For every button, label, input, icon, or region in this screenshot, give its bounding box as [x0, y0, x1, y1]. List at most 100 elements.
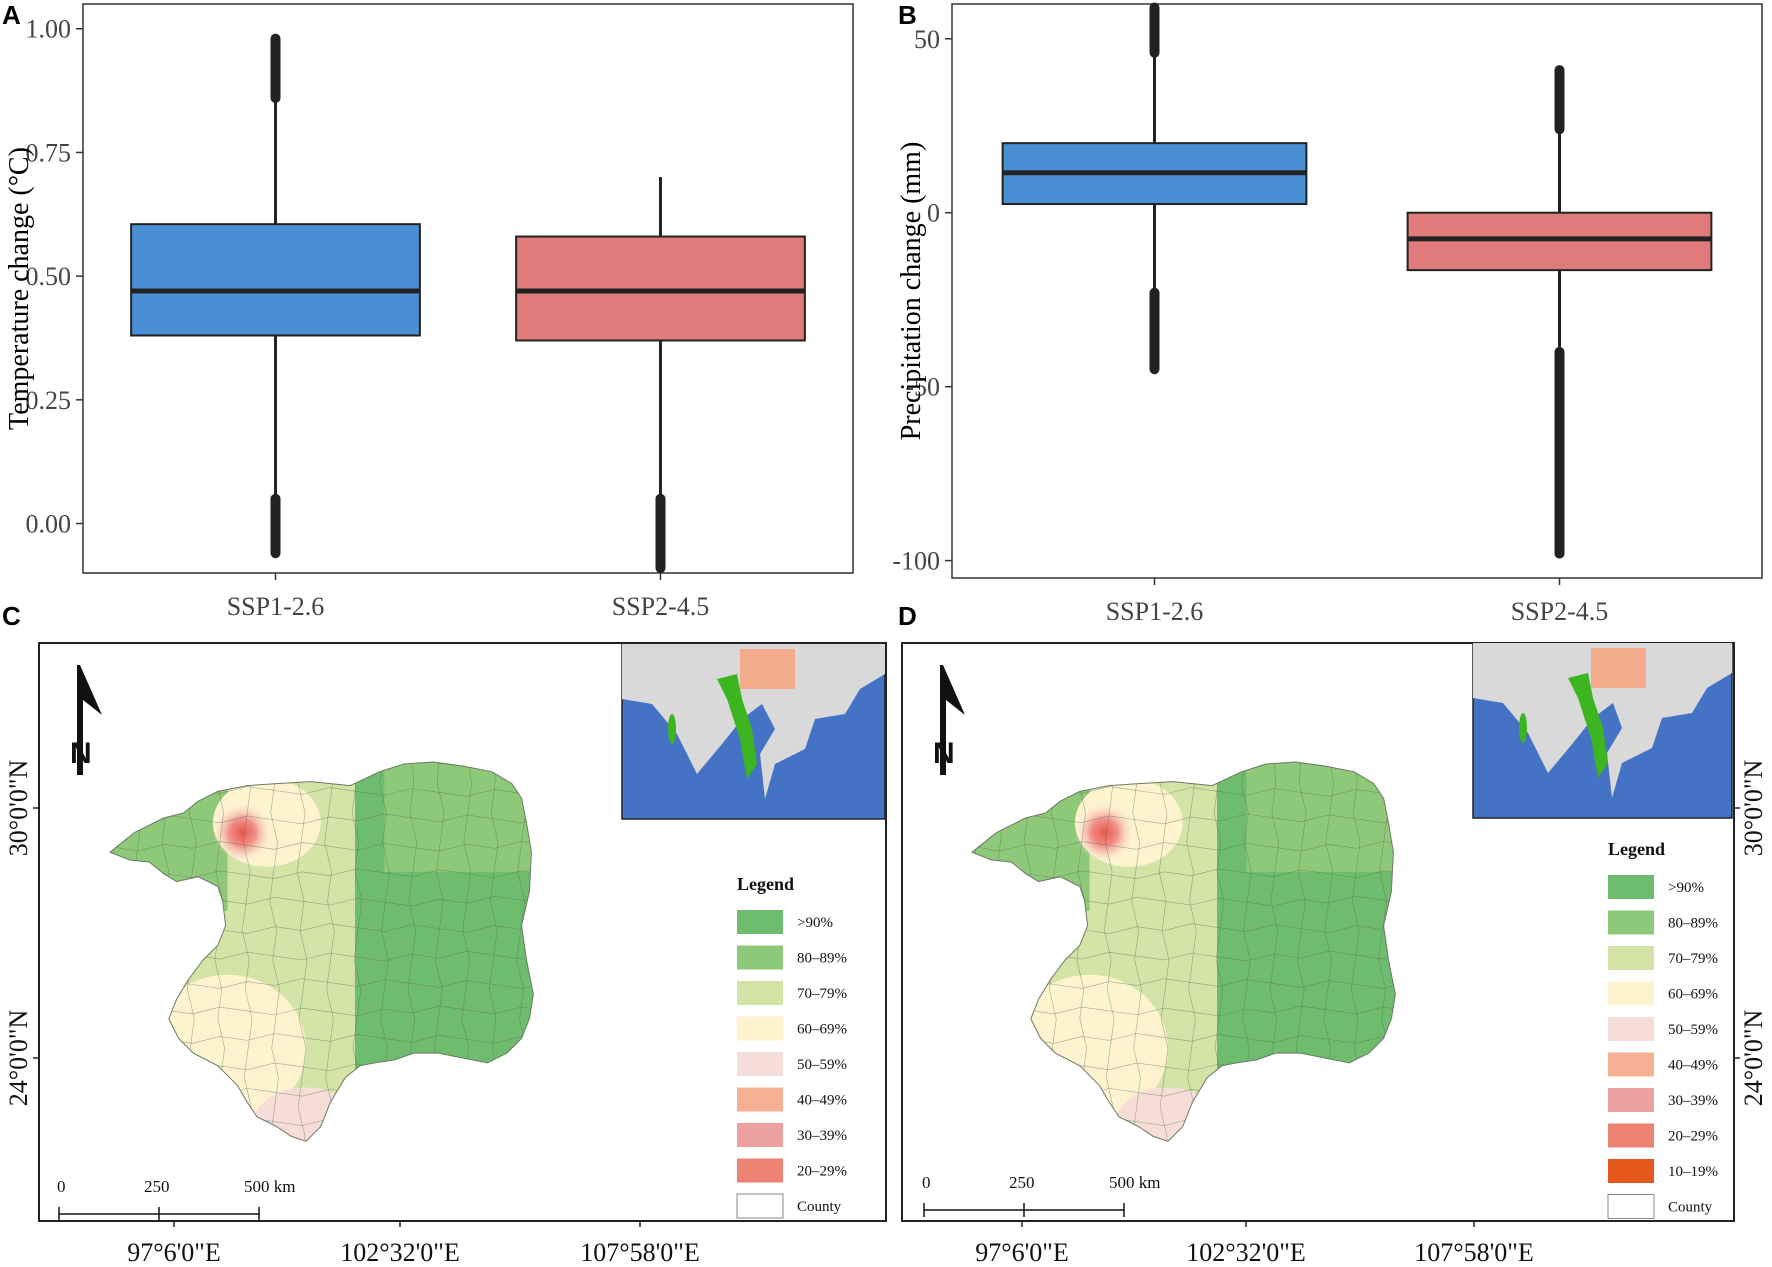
inset-study-area [1591, 648, 1646, 688]
scale-label-0: 0 [922, 1173, 931, 1192]
y-tick-label: 0.25 [26, 386, 72, 415]
legend-title: Legend [1608, 839, 1665, 859]
region-outline [971, 761, 1396, 1142]
map-legend: Legend >90% 80–89% 70–79% 60–69% 50–59% 40–49%… [736, 874, 847, 1219]
county-line [1103, 762, 1115, 1142]
county-line [1158, 762, 1170, 1142]
x-tick-label: SSP1-2.6 [227, 592, 325, 621]
county-line [972, 813, 1396, 825]
y-tick-label: 0.50 [26, 262, 72, 291]
inset-range-green [717, 674, 757, 779]
north-letter: N [70, 737, 92, 770]
plot-frame [951, 3, 1763, 579]
county-line [972, 1033, 1396, 1044]
legend-label: County [797, 1199, 842, 1215]
legend-label: 80–89% [1668, 916, 1718, 932]
legend-label: 40–49% [797, 1093, 847, 1109]
x-coord-label: 97°6'0"E [975, 1238, 1069, 1267]
scale-bar: 0 250 500 km [57, 1177, 295, 1221]
legend-swatch [737, 1158, 783, 1183]
legend-label: 50–59% [797, 1057, 847, 1073]
legend-label: 60–69% [797, 1022, 847, 1038]
scale-label-250: 250 [1009, 1173, 1035, 1192]
legend-swatch [1608, 1052, 1654, 1077]
legend-label: 80–89% [797, 951, 847, 967]
y-tick-label: 1.00 [26, 15, 72, 44]
county-line [110, 1033, 534, 1044]
y-coord-label: 30°0'0"N [1739, 760, 1768, 857]
north-arrow-icon: N [70, 665, 102, 775]
county-line [296, 762, 308, 1142]
panel-label-b: B [898, 0, 917, 30]
legend-swatch [737, 945, 783, 970]
county-line [110, 868, 534, 879]
x-tick-label: SSP1-2.6 [1106, 597, 1204, 626]
county-line [269, 762, 280, 1142]
y-coord-label: 24°0'0"N [4, 1010, 33, 1107]
legend-swatch [737, 1016, 783, 1041]
y-tick-label: 0 [927, 199, 940, 228]
scale-label-250: 250 [144, 1177, 170, 1196]
legend-swatch [1608, 875, 1654, 899]
inset-map [621, 643, 886, 820]
county-line [324, 762, 335, 1142]
legend-label: 20–29% [1668, 1129, 1718, 1145]
x-coord-label: 102°32'0"E [1186, 1238, 1306, 1267]
scale-label-0: 0 [57, 1177, 66, 1196]
panel-label-a: A [2, 0, 21, 30]
county-line [972, 1005, 1396, 1017]
county-line [972, 868, 1396, 879]
legend-swatch [737, 981, 783, 1005]
plot-frame [82, 3, 854, 574]
y-coord-label: 24°0'0"N [1739, 1010, 1768, 1107]
inset-range-green-west [668, 714, 676, 744]
y-axis-title: Temperature change (°C) [4, 147, 35, 430]
inset-map [1472, 642, 1733, 819]
y-coord-label: 30°0'0"N [4, 760, 33, 857]
legend-label: 10–19% [1668, 1164, 1718, 1180]
legend-swatch [1608, 1123, 1654, 1148]
north-arrow-shape [940, 665, 965, 775]
legend-swatch [1608, 981, 1654, 1006]
legend-label: 30–39% [797, 1128, 847, 1144]
zone-hotspot [1074, 803, 1134, 862]
y-axis-title: Precipitation change (mm) [896, 142, 927, 441]
legend-label: County [1668, 1200, 1713, 1216]
panel-label-c: C [2, 601, 21, 631]
x-tick-label: SSP2-4.5 [1511, 597, 1609, 626]
region-outline [109, 761, 534, 1142]
suitability-zones [110, 762, 534, 1142]
legend-swatch [1608, 1159, 1654, 1183]
box-plot-temperature: 0.00 0.25 0.50 0.75 1.00 Temperature change (… [4, 3, 854, 621]
legend-swatch [1608, 946, 1654, 970]
x-tick-label: SSP2-4.5 [612, 592, 710, 621]
scale-label-500: 500 km [1109, 1173, 1160, 1192]
inset-range-green [1568, 673, 1608, 778]
north-letter: N [933, 737, 955, 770]
legend-label: 30–39% [1668, 1093, 1718, 1109]
inset-study-area [740, 649, 795, 689]
legend-swatch [1608, 910, 1654, 935]
north-arrow-icon: N [933, 665, 965, 775]
y-tick-label: 50 [914, 25, 940, 54]
legend-swatch [737, 1123, 783, 1147]
legend-label: >90% [797, 915, 833, 931]
inset-range-green-west [1519, 713, 1527, 743]
inset-land [1473, 643, 1732, 798]
x-coord-label: 102°32'0"E [340, 1238, 460, 1267]
box-ssp2-4-5 [1406, 211, 1713, 272]
county-line [110, 1005, 534, 1017]
map-panel-d: N Legend >90% 80–89% 70–79% 60–69% 50–59% 40–49… [901, 642, 1768, 1267]
legend-swatch [737, 1052, 783, 1076]
x-coord-label: 107°58'0"E [580, 1238, 700, 1267]
box-plot-precipitation: -100 -50 0 50 Precipitation change (mm) SSP1-… [892, 2, 1763, 626]
legend-swatch [737, 910, 783, 934]
legend-swatch [1608, 1017, 1654, 1041]
scale-label-500: 500 km [244, 1177, 295, 1196]
county-line [110, 813, 534, 825]
legend-label: 20–29% [797, 1164, 847, 1180]
panel-label-d: D [898, 601, 917, 631]
y-tick-label: 0.00 [26, 510, 72, 539]
county-line [1186, 762, 1197, 1142]
